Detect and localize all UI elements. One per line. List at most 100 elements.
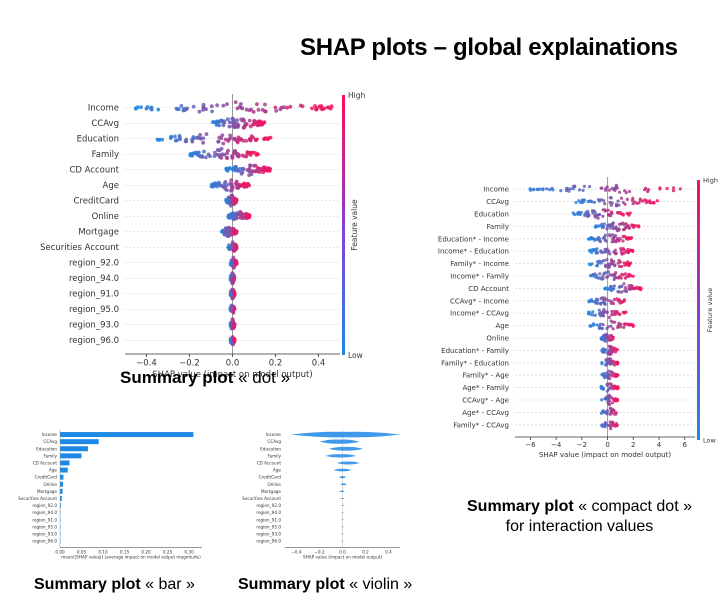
shap-point [600, 385, 604, 389]
shap-point [622, 282, 626, 286]
shap-point [240, 183, 244, 188]
violin-shape [341, 533, 344, 535]
shap-point [621, 200, 625, 204]
shap-point [605, 383, 609, 387]
shap-point [619, 247, 623, 251]
shap-point [219, 136, 224, 141]
shap-point [219, 146, 224, 151]
shap-point [582, 184, 586, 188]
violin-shape [341, 526, 344, 528]
x-axis-label: mean(|SHAP value|) (average impact on mo… [61, 555, 201, 560]
x-tick-label: −0.4 [291, 550, 302, 555]
shap-point [601, 300, 605, 304]
feature-label: Online [486, 334, 509, 342]
shap-point [601, 349, 605, 353]
shap-point [612, 297, 616, 302]
shap-point [615, 362, 619, 366]
shap-point [649, 201, 653, 205]
caption-bar: Summary plot « bar » [34, 576, 195, 593]
shap-point [249, 107, 254, 112]
shap-point [606, 270, 611, 274]
x-tick-label: 0.15 [120, 550, 130, 555]
bar [60, 488, 63, 494]
x-tick-label: −4 [551, 441, 562, 449]
shap-point [144, 106, 149, 111]
bar [60, 432, 194, 438]
shap-point [601, 236, 605, 240]
shap-point [559, 189, 563, 193]
shap-point [274, 109, 279, 113]
shap-point [605, 224, 610, 228]
shap-point [565, 187, 569, 191]
shap-point [224, 229, 229, 234]
shap-point [231, 266, 236, 270]
shap-point [608, 263, 612, 267]
shap-point [600, 186, 604, 190]
shap-point [236, 123, 241, 128]
colorbar-high-label: High [703, 177, 718, 185]
feature-label: region_92.0 [32, 503, 57, 508]
shap-point [627, 226, 631, 230]
shap-point [219, 183, 224, 188]
shap-point [211, 184, 216, 189]
shap-point [230, 116, 235, 121]
shap-point [221, 103, 226, 108]
shap-point [139, 105, 143, 110]
shap-point [621, 273, 625, 277]
shap-point [608, 406, 612, 410]
x-tick-label: −0.2 [314, 550, 325, 555]
shap-point [627, 213, 631, 217]
shap-point [247, 137, 252, 142]
shap-point [315, 106, 319, 110]
shap-point [587, 213, 591, 218]
shap-point [598, 239, 602, 243]
shap-point [605, 275, 610, 279]
feature-label: CD Account [69, 166, 119, 176]
violin-shape [339, 476, 346, 479]
shap-point [593, 213, 597, 218]
shap-point [611, 287, 616, 291]
feature-label: region_91.0 [256, 517, 281, 522]
shap-point [598, 276, 602, 280]
shap-point [231, 166, 236, 171]
shap-point [235, 140, 240, 145]
feature-label: region_96.0 [69, 336, 119, 346]
shap-point [602, 424, 606, 428]
shap-point [617, 312, 621, 316]
shap-point [233, 242, 238, 247]
bar [60, 503, 61, 509]
x-tick-label: 0.4 [312, 359, 326, 369]
shap-point [612, 284, 616, 288]
shap-point [600, 222, 604, 226]
shap-point [644, 201, 648, 205]
shap-point [609, 333, 613, 338]
shap-point [212, 154, 217, 158]
shap-point [603, 209, 608, 213]
shap-point [298, 103, 303, 108]
shap-point [235, 153, 240, 158]
shap-point [638, 286, 642, 290]
bar [60, 453, 82, 459]
shap-point [236, 186, 241, 190]
x-tick-label: −0.4 [136, 359, 157, 369]
feature-label: region_91.0 [69, 290, 119, 300]
shap-point [604, 263, 608, 267]
shap-point [581, 188, 585, 192]
shap-point [632, 223, 636, 228]
shap-point [229, 291, 234, 296]
feature-label: Mortgage [261, 489, 281, 494]
shap-point [149, 106, 153, 111]
violin-shape [341, 505, 345, 506]
shap-point [611, 409, 615, 413]
violin-shape [328, 446, 364, 451]
shap-point [261, 170, 265, 175]
feature-label: Family* - Age [462, 372, 509, 380]
shap-point [611, 301, 615, 306]
shap-point [617, 222, 622, 226]
feature-label: region_92.0 [69, 259, 119, 269]
shap-point [249, 172, 254, 177]
violin-shape [341, 519, 344, 521]
shap-point [618, 190, 622, 194]
shap-point [613, 264, 617, 268]
shap-point [606, 423, 610, 427]
